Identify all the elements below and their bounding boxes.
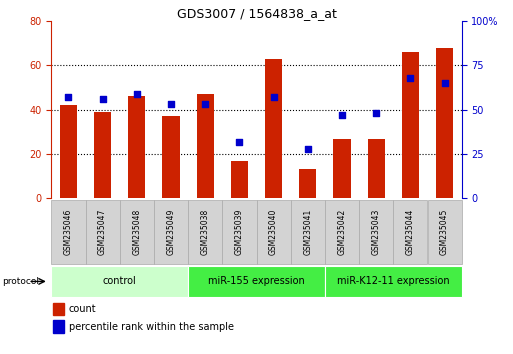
- Point: [235, 139, 244, 144]
- Text: GSM235040: GSM235040: [269, 209, 278, 255]
- Bar: [196, 94, 214, 198]
- Text: GSM235049: GSM235049: [167, 209, 175, 255]
- Text: GSM235039: GSM235039: [235, 209, 244, 255]
- Bar: [163, 116, 180, 198]
- Bar: [188, 200, 222, 264]
- Text: GSM235043: GSM235043: [372, 209, 381, 255]
- Title: GDS3007 / 1564838_a_at: GDS3007 / 1564838_a_at: [176, 7, 337, 20]
- Bar: [291, 200, 325, 264]
- Point: [167, 102, 175, 107]
- Text: percentile rank within the sample: percentile rank within the sample: [69, 322, 233, 332]
- Text: miR-K12-11 expression: miR-K12-11 expression: [337, 276, 449, 286]
- Bar: [94, 112, 111, 198]
- Text: GSM235041: GSM235041: [303, 209, 312, 255]
- Bar: [86, 200, 120, 264]
- Point: [133, 91, 141, 97]
- Text: GSM235046: GSM235046: [64, 209, 73, 255]
- Bar: [154, 200, 188, 264]
- Bar: [368, 138, 385, 198]
- Point: [98, 96, 107, 102]
- Bar: [188, 266, 325, 297]
- Point: [406, 75, 415, 81]
- Text: GSM235048: GSM235048: [132, 209, 141, 255]
- Bar: [436, 48, 453, 198]
- Bar: [60, 105, 77, 198]
- Text: miR-155 expression: miR-155 expression: [208, 276, 305, 286]
- Text: control: control: [103, 276, 136, 286]
- Bar: [427, 200, 462, 264]
- Bar: [231, 161, 248, 198]
- Point: [338, 112, 346, 118]
- Point: [441, 80, 449, 86]
- Text: GSM235047: GSM235047: [98, 209, 107, 255]
- Point: [64, 95, 72, 100]
- Bar: [222, 200, 256, 264]
- Bar: [53, 303, 64, 315]
- Point: [269, 95, 278, 100]
- Text: GSM235038: GSM235038: [201, 209, 210, 255]
- Point: [372, 110, 380, 116]
- Text: protocol: protocol: [3, 277, 40, 286]
- Bar: [402, 52, 419, 198]
- Text: count: count: [69, 304, 96, 314]
- Bar: [120, 200, 154, 264]
- Bar: [51, 266, 188, 297]
- Bar: [359, 200, 393, 264]
- Bar: [325, 200, 359, 264]
- Text: GSM235044: GSM235044: [406, 209, 415, 255]
- Bar: [333, 138, 350, 198]
- Text: GSM235045: GSM235045: [440, 209, 449, 255]
- Bar: [51, 200, 86, 264]
- Point: [304, 146, 312, 152]
- Bar: [299, 170, 317, 198]
- Bar: [128, 97, 145, 198]
- Bar: [265, 59, 282, 198]
- Bar: [256, 200, 291, 264]
- Bar: [393, 200, 427, 264]
- Text: GSM235042: GSM235042: [338, 209, 346, 255]
- Point: [201, 102, 209, 107]
- Bar: [325, 266, 462, 297]
- Bar: [53, 320, 64, 333]
